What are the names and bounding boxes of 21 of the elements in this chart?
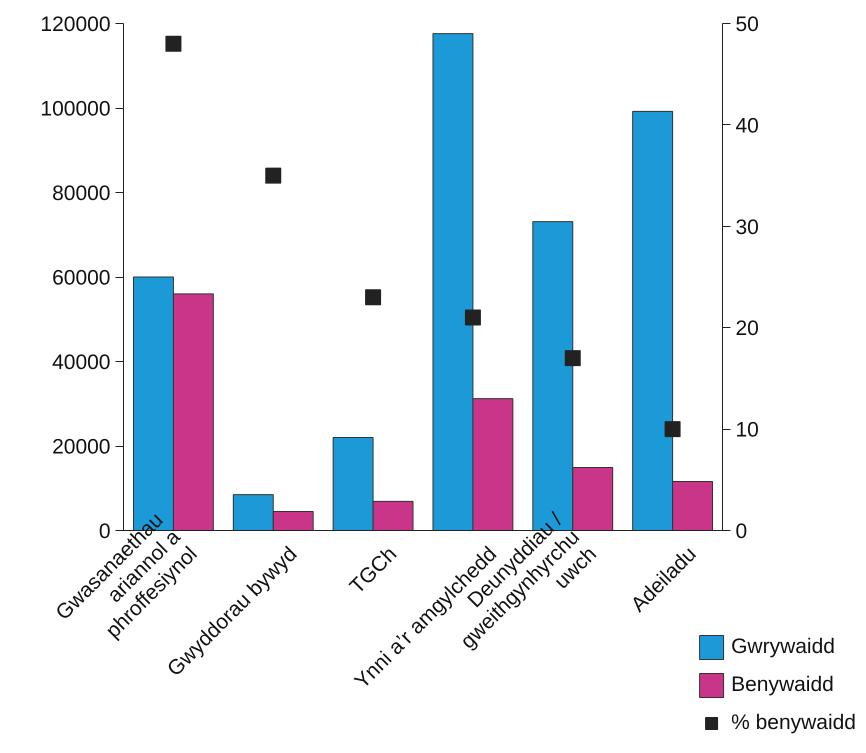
point xyxy=(464,310,481,326)
point xyxy=(165,36,182,52)
y-tick-label: 20000 xyxy=(52,436,111,458)
y-tick-label: 60000 xyxy=(52,266,111,290)
point xyxy=(664,421,681,438)
point xyxy=(365,289,382,306)
y2-tick-label: 0 xyxy=(736,520,748,543)
y-tick-label: 80000 xyxy=(52,182,111,205)
y-tick-label: 120000 xyxy=(40,13,111,36)
y2-tick-label: 10 xyxy=(736,418,759,442)
y2-tick-label: 50 xyxy=(736,13,759,36)
legend-label: % benywaidd xyxy=(731,711,856,735)
point xyxy=(265,168,282,184)
legend-label: Gwrywaidd xyxy=(731,635,835,659)
y-tick-label: 40000 xyxy=(52,351,111,374)
point xyxy=(564,350,581,366)
legend-label: Benywaidd xyxy=(731,673,834,697)
y2-tick-label: 40 xyxy=(736,114,759,138)
y-tick-label: 100000 xyxy=(40,98,111,120)
y2-tick-label: 30 xyxy=(736,216,759,239)
y2-tick-label: 20 xyxy=(736,317,759,340)
